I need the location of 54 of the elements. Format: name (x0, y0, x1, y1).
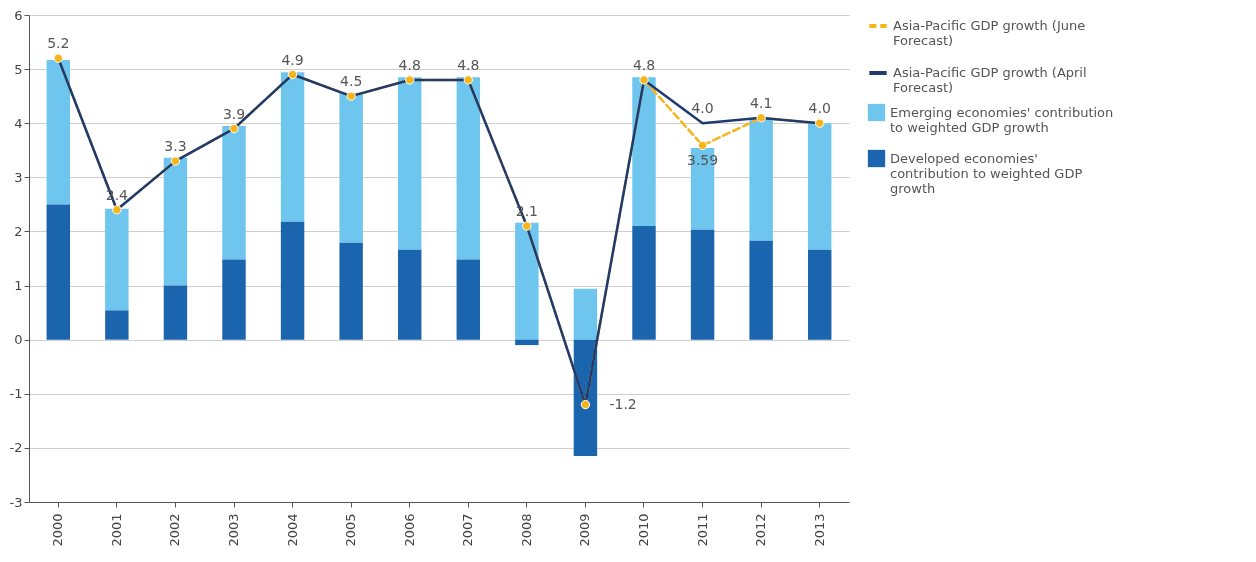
point (346, 91, 356, 101)
x-tick-label: 2004 (284, 513, 300, 547)
point (463, 75, 473, 85)
data-label: 4.8 (632, 56, 656, 73)
x-tick-label: 2010 (636, 513, 651, 547)
y-tick-label: 1 (14, 278, 23, 294)
x-tick-label: 2003 (226, 513, 241, 547)
data-label: 4.8 (398, 56, 421, 73)
point (639, 75, 649, 85)
data-label: 5.2 (47, 35, 70, 52)
y-tick-label: -1 (9, 386, 23, 402)
data-label: 3.3 (164, 138, 187, 155)
x-tick-label: 2007 (460, 513, 476, 547)
point (580, 399, 591, 410)
point (815, 118, 825, 128)
x-tick-label: 2005 (343, 513, 359, 547)
y-tick-label: 3 (14, 169, 23, 185)
x-tick-label: 2012 (753, 513, 769, 547)
data-label: 3.9 (222, 105, 246, 122)
point (229, 123, 239, 134)
x-tick-label: 2000 (50, 513, 66, 547)
x-tick-label: 2002 (167, 513, 183, 547)
legend-label: Emerging economies' contribution to weighted GDP growth (890, 104, 1114, 135)
y-tick-label: 5 (14, 61, 23, 77)
x-tick-label: 2011 (694, 513, 710, 547)
legend-label: Developed economies' contribution to weighted GDP growth (890, 150, 1083, 196)
x-tick-label: 2013 (811, 513, 827, 547)
legend-label: Asia-Pacific GDP growth (June Forecast) (893, 18, 1086, 48)
x-tick-label: 2008 (518, 513, 534, 547)
x-tick-label: 2006 (401, 513, 417, 547)
point (522, 221, 532, 231)
y-tick-label: -3 (9, 494, 23, 510)
legend-label: Asia-Pacific GDP growth (April Forecast) (893, 65, 1087, 95)
point (112, 205, 122, 215)
y-tick-label: 6 (14, 7, 23, 23)
point (287, 69, 298, 80)
data-label: -1.2 (609, 395, 637, 412)
data-label: 4.5 (340, 73, 363, 90)
y-tick-label: 0 (14, 332, 23, 348)
point (53, 53, 63, 63)
data-label: 4.0 (808, 100, 831, 117)
point (405, 75, 415, 85)
y-tick-label: 4 (14, 115, 23, 131)
y-tick-label: -2 (9, 440, 23, 456)
data-label: 4.0 (691, 100, 714, 117)
y-tick-label: 2 (14, 223, 23, 239)
point (697, 140, 708, 151)
data-label: 4.9 (281, 51, 304, 68)
data-label: 4.1 (750, 94, 773, 111)
x-tick-label: 2001 (108, 513, 124, 547)
point (170, 156, 181, 166)
point (756, 113, 766, 123)
x-tick-label: 2009 (577, 513, 593, 547)
data-label: 4.8 (457, 56, 480, 73)
